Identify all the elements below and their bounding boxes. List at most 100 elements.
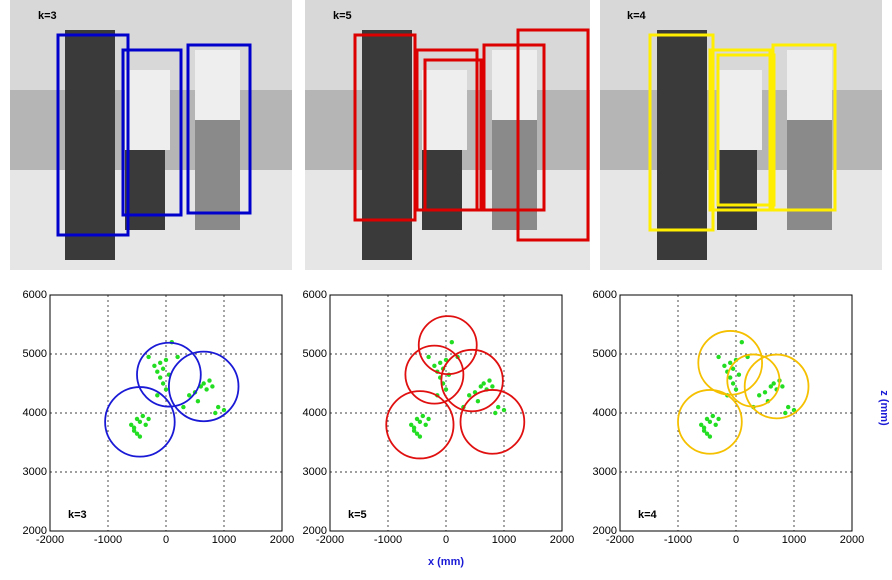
y-tick-label: 2000 [303,525,327,537]
y-tick-label: 4000 [593,407,617,419]
y-tick-label: 3000 [23,466,47,478]
point [496,405,500,409]
point [196,399,200,403]
point [438,361,442,365]
point [711,414,715,418]
y-tick-label: 4000 [23,407,47,419]
point [734,387,738,391]
x-axis-label: x (mm) [428,556,464,568]
point [146,355,150,359]
point [138,420,142,424]
point [467,393,471,397]
x-tick-label: 0 [733,534,739,546]
point [204,387,208,391]
point [731,381,735,385]
point [487,378,491,382]
y-tick-label: 6000 [593,289,617,301]
photo: k=3 [10,0,292,270]
point [141,414,145,418]
point [502,408,506,412]
point [740,340,744,344]
point [144,423,148,427]
point [708,434,712,438]
point [757,393,761,397]
point [418,434,422,438]
point [714,423,718,427]
point [728,361,732,365]
point [146,417,150,421]
photo-label: k=4 [627,10,647,22]
y-axis-label: z (mm) [878,390,890,426]
point [444,387,448,391]
point [132,429,136,433]
point [737,372,741,376]
point [418,420,422,424]
x-tick-label: 0 [443,534,449,546]
x-tick-label: 1000 [492,534,516,546]
x-tick-label: -1000 [664,534,692,546]
point [763,390,767,394]
point [493,411,497,415]
photo-label: k=3 [38,10,57,22]
point [202,381,206,385]
point [482,381,486,385]
point [708,420,712,424]
point [155,370,159,374]
point [421,414,425,418]
point [164,358,168,362]
point [207,378,211,382]
point [222,408,226,412]
point [158,361,162,365]
y-tick-label: 5000 [23,348,47,360]
y-tick-label: 6000 [303,289,327,301]
y-tick-label: 2000 [593,525,617,537]
point [424,423,428,427]
annotation: k=4 [638,509,658,521]
point [728,375,732,379]
point [181,405,185,409]
point [783,411,787,415]
point [152,364,156,368]
x-tick-label: 2000 [550,534,574,546]
photo-label: k=5 [333,10,352,22]
point [175,355,179,359]
point [164,387,168,391]
annotation: k=3 [68,509,87,521]
x-tick-label: -1000 [94,534,122,546]
point [412,429,416,433]
point [702,429,706,433]
x-tick-label: 1000 [212,534,236,546]
photo: k=4 [600,0,882,270]
point [772,381,776,385]
point [450,340,454,344]
point [155,393,159,397]
y-tick-label: 5000 [303,348,327,360]
point [432,364,436,368]
y-tick-label: 3000 [593,466,617,478]
point [161,367,165,371]
point [426,355,430,359]
photo: k=5 [305,0,590,270]
point [158,375,162,379]
point [161,381,165,385]
point [786,405,790,409]
annotation: k=5 [348,509,367,521]
point [426,417,430,421]
x-tick-label: 2000 [840,534,864,546]
photos: k=3 k=5 [10,0,882,270]
point [716,355,720,359]
x-tick-label: 2000 [270,534,294,546]
point [780,384,784,388]
y-tick-label: 4000 [303,407,327,419]
point [476,399,480,403]
point [213,411,217,415]
x-tick-label: 1000 [782,534,806,546]
y-tick-label: 3000 [303,466,327,478]
y-tick-label: 6000 [23,289,47,301]
y-tick-label: 5000 [593,348,617,360]
point [138,434,142,438]
point [216,405,220,409]
figure: k=3 k=5 [0,0,892,575]
x-tick-label: -1000 [374,534,402,546]
y-tick-label: 2000 [23,525,47,537]
